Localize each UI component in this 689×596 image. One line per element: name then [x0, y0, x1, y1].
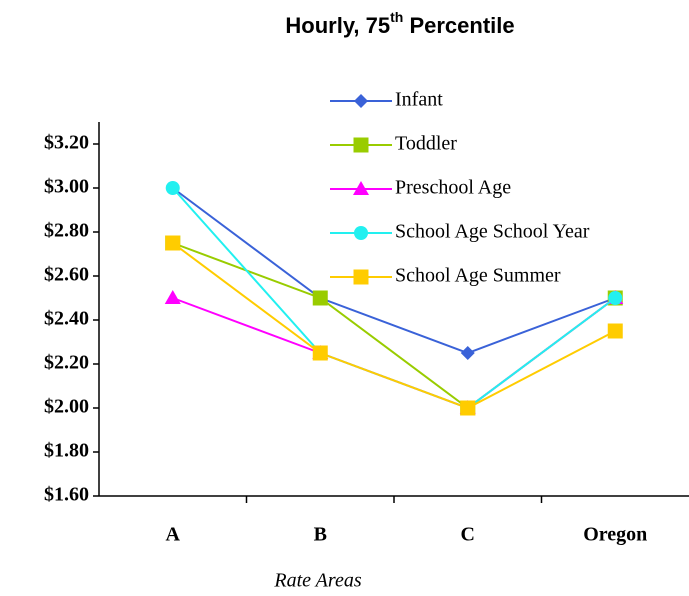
data-point [608, 291, 623, 305]
x-axis-label: Rate Areas [273, 570, 361, 592]
legend-label: School Age School Year [395, 221, 590, 243]
x-tick-label: Oregon [583, 524, 647, 546]
series-line [172, 187, 616, 355]
series-line [172, 242, 616, 410]
x-tick-label: A [166, 524, 181, 546]
title-part: Percentile [403, 13, 514, 38]
legend-label: Toddler [395, 133, 457, 155]
data-point [312, 290, 328, 306]
data-point [460, 346, 475, 360]
y-tick-label: $2.80 [44, 220, 89, 242]
legend-label: Infant [395, 89, 443, 111]
title-superscript: th [390, 9, 403, 25]
data-point [312, 345, 328, 361]
y-tick-label: $2.40 [44, 308, 89, 330]
data-point [164, 290, 181, 304]
legend-marker [354, 94, 368, 108]
legend-label: School Age Summer [395, 265, 561, 287]
data-point [165, 181, 180, 195]
y-tick-label: $1.60 [44, 484, 89, 506]
y-tick-label: $1.80 [44, 440, 89, 462]
chart-title: Hourly, 75th Percentile [285, 9, 514, 38]
x-tick-label: B [314, 524, 327, 546]
legend-marker [353, 137, 369, 153]
x-tick-label: C [461, 524, 475, 546]
title-part: Hourly, 75 [285, 13, 390, 38]
y-tick-label: $3.00 [44, 176, 89, 198]
legend-marker [353, 269, 369, 285]
legend-marker [354, 226, 368, 240]
data-point [607, 323, 623, 339]
y-tick-label: $2.60 [44, 264, 89, 286]
data-point [165, 235, 181, 251]
legend-label: Preschool Age [395, 177, 511, 199]
data-point [460, 400, 476, 416]
legend-marker [353, 181, 369, 195]
y-tick-label: $2.20 [44, 352, 89, 374]
y-tick-label: $3.20 [44, 132, 89, 154]
y-tick-label: $2.00 [44, 396, 89, 418]
